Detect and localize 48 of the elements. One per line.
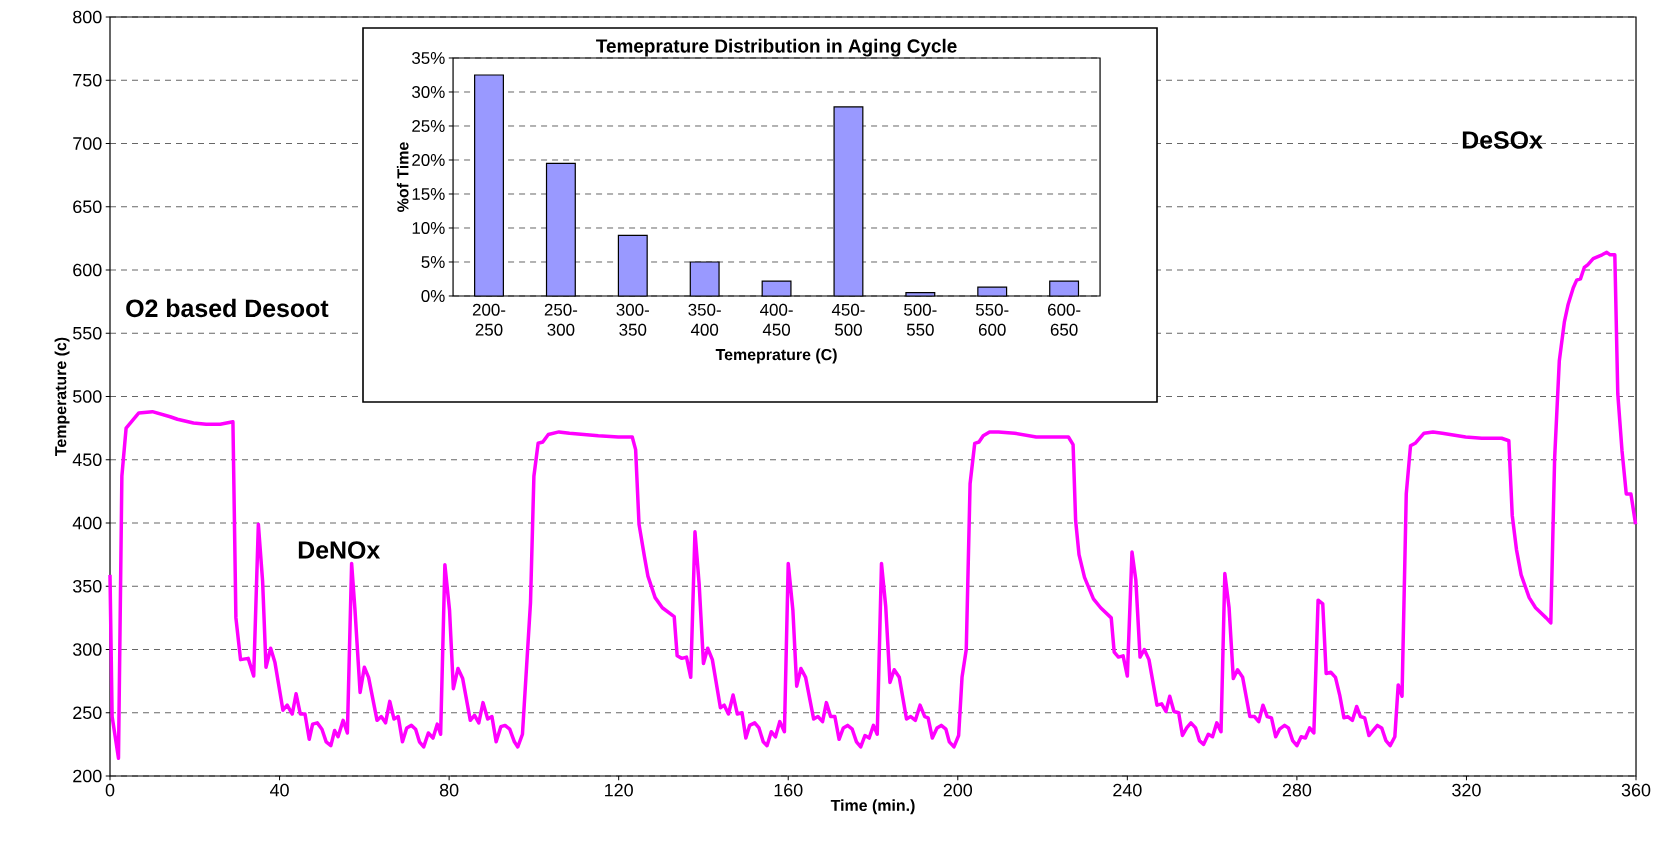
x-tick-label: 80 [439,783,459,797]
y-tick-label: 350 [73,579,102,593]
x-axis-title: Time (min.) [830,799,915,815]
y-tick-label: 200 [73,769,102,783]
y-tick-label: 10% [412,222,445,234]
x-tick-label: 350-400 [688,303,721,336]
y-tick-label: 550 [73,326,102,340]
x-tick-label: 200-250 [472,303,506,336]
x-tick-label: 320 [1452,783,1481,797]
annotation: DeSOx [1462,131,1543,149]
x-tick-label: 550-600 [975,303,1009,336]
annotation: O2 based Desoot [126,298,329,318]
x-tick-label: 400-450 [760,303,793,336]
y-tick-label: 20% [412,154,445,166]
y-tick-label: 25% [412,120,445,132]
y-axis-title: %of Time [396,142,409,212]
y-tick-label: 450 [72,453,102,467]
y-tick-label: 600 [73,263,102,277]
x-tick-label: 280 [1282,783,1312,797]
annotation: DeNOx [298,541,381,559]
chart-title: Temeprature Distribution in Aging Cycle [596,38,957,57]
y-tick-label: 700 [73,137,102,150]
x-tick-label: 40 [269,783,289,797]
x-tick-label: 160 [774,783,803,797]
y-tick-label: 750 [73,73,102,87]
x-tick-label: 300-350 [616,303,649,336]
y-tick-label: 300 [73,643,102,656]
y-tick-label: 400 [72,516,102,530]
x-tick-label: 250-300 [544,303,578,336]
y-tick-label: 0% [421,290,445,302]
x-tick-label: 200 [943,783,973,797]
y-axis-title: Temperature (c) [54,337,70,456]
x-tick-label: 360 [1621,783,1651,797]
x-tick-label: 450-500 [831,303,865,336]
y-tick-label: 500 [73,390,102,403]
y-tick-label: 650 [73,200,102,214]
x-axis-title: Temeprature (C) [715,348,837,364]
x-tick-label: 240 [1113,783,1142,797]
y-tick-label: 800 [73,10,102,24]
x-tick-label: 0 [105,783,115,797]
x-tick-label: 600-650 [1048,303,1081,336]
x-tick-label: 120 [605,783,633,797]
x-tick-label: 500-550 [904,303,937,336]
y-tick-label: 30% [412,86,445,98]
y-tick-label: 15% [412,188,445,200]
y-tick-label: 35% [412,52,445,64]
y-tick-label: 5% [421,256,445,268]
y-tick-label: 250 [73,706,102,720]
